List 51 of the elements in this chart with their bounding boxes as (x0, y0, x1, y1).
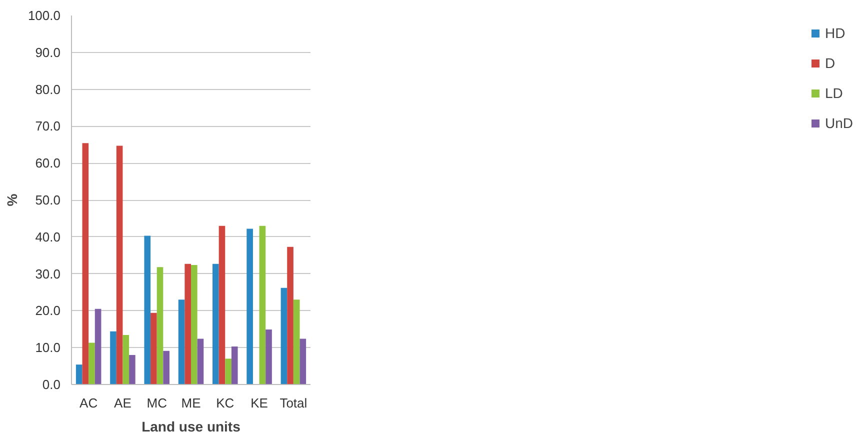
y-tick-label: 10.0 (35, 340, 61, 356)
bar (88, 342, 95, 384)
bar (184, 264, 191, 384)
y-tick-label: 0.0 (42, 377, 61, 392)
y-tick-label: 50.0 (35, 192, 61, 208)
bar (150, 312, 157, 384)
y-tick-label: 30.0 (35, 266, 61, 282)
x-tick-label: Total (280, 396, 308, 410)
bar (122, 335, 130, 384)
bar (129, 354, 136, 384)
y-tick-label: 60.0 (35, 156, 61, 171)
bar (191, 264, 198, 384)
x-tick-label: ME (181, 396, 202, 410)
bar (300, 338, 306, 384)
y-tick-label: 70.0 (35, 118, 61, 134)
bar (259, 226, 266, 384)
bar (144, 236, 151, 384)
bar (266, 330, 272, 384)
bar (293, 300, 300, 384)
y-tick-label: 90.0 (35, 44, 61, 60)
x-tick-label: MC (146, 396, 167, 410)
bar (287, 246, 294, 384)
bar (76, 364, 82, 384)
bar (116, 146, 123, 384)
bar (218, 226, 226, 384)
x-tick-label: AE (114, 396, 132, 410)
bar (110, 331, 116, 384)
legend-label: HD (824, 25, 846, 41)
y-axis-title: % (4, 193, 20, 206)
y-tick-label: 40.0 (35, 229, 61, 244)
legend-label: D (824, 55, 836, 71)
x-tick-label: KC (216, 396, 234, 410)
bar (82, 143, 89, 384)
y-tick-label: 20.0 (35, 303, 61, 318)
bar (280, 288, 288, 384)
legend-label: LD (824, 85, 844, 101)
legend-label: UnD (824, 115, 853, 131)
x-axis-title: Land use units (142, 418, 241, 434)
bar (197, 338, 204, 384)
bar (156, 267, 164, 384)
y-tick-label: 100.0 (28, 8, 61, 23)
bar (231, 346, 238, 384)
x-tick-label: KE (250, 396, 268, 410)
bar (225, 358, 232, 384)
y-tick-label: 80.0 (35, 82, 61, 97)
bar (212, 264, 219, 384)
bar (178, 300, 185, 384)
bar (94, 308, 102, 384)
bar (163, 350, 170, 384)
x-tick-label: AC (80, 396, 98, 410)
bar (246, 228, 253, 384)
